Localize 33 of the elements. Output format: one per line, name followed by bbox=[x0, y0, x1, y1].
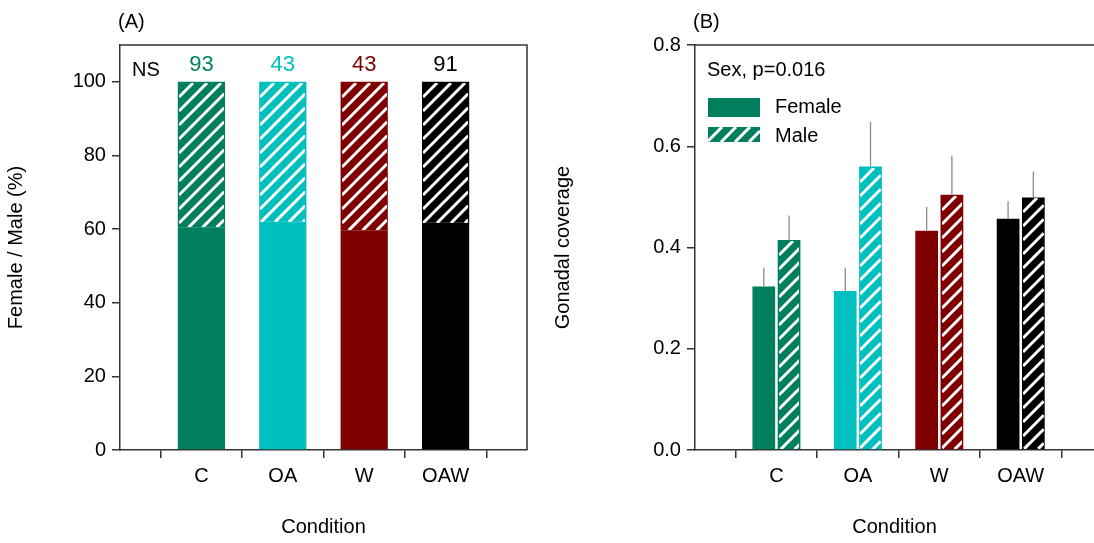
chart-title: (B) bbox=[693, 9, 720, 32]
y-tick-label: 0.0 bbox=[653, 437, 681, 460]
y-axis-title: Gonadal coverage bbox=[550, 165, 573, 330]
annotation: NS bbox=[132, 57, 160, 80]
x-axis-title: Condition bbox=[852, 514, 937, 537]
y-tick-label: 0.6 bbox=[653, 133, 681, 156]
y-tick-label: 60 bbox=[83, 216, 106, 239]
y-tick-label: 80 bbox=[83, 142, 106, 165]
x-tick-label: OAW bbox=[422, 463, 470, 486]
y-tick-label: 40 bbox=[83, 290, 106, 313]
annotation: 43 bbox=[351, 50, 377, 76]
x-tick-label: C bbox=[769, 463, 784, 486]
x-tick-label: C bbox=[194, 463, 209, 486]
y-tick-label: 0.2 bbox=[653, 336, 681, 359]
x-tick-label: OAW bbox=[997, 463, 1045, 486]
y-tick-label: 20 bbox=[83, 363, 106, 386]
legend-label: Male bbox=[775, 123, 819, 146]
annotation: 93 bbox=[189, 50, 214, 76]
x-tick-label: OA bbox=[843, 463, 873, 486]
x-tick-label: W bbox=[354, 463, 374, 486]
x-axis-title: Condition bbox=[281, 514, 366, 537]
y-tick-label: 0.4 bbox=[653, 235, 681, 258]
y-tick-label: 0 bbox=[94, 437, 106, 460]
chart-title: (A) bbox=[118, 9, 145, 32]
annotation: Sex, p=0.016 bbox=[707, 57, 826, 80]
x-tick-label: OA bbox=[268, 463, 298, 486]
x-tick-label: W bbox=[929, 463, 949, 486]
legend-label: Female bbox=[775, 94, 842, 117]
annotation: 91 bbox=[433, 50, 458, 76]
y-axis-title: Female / Male (%) bbox=[3, 165, 26, 330]
annotation: 43 bbox=[270, 50, 296, 76]
y-tick-label: 100 bbox=[72, 69, 106, 92]
y-tick-label: 0.8 bbox=[653, 32, 681, 55]
